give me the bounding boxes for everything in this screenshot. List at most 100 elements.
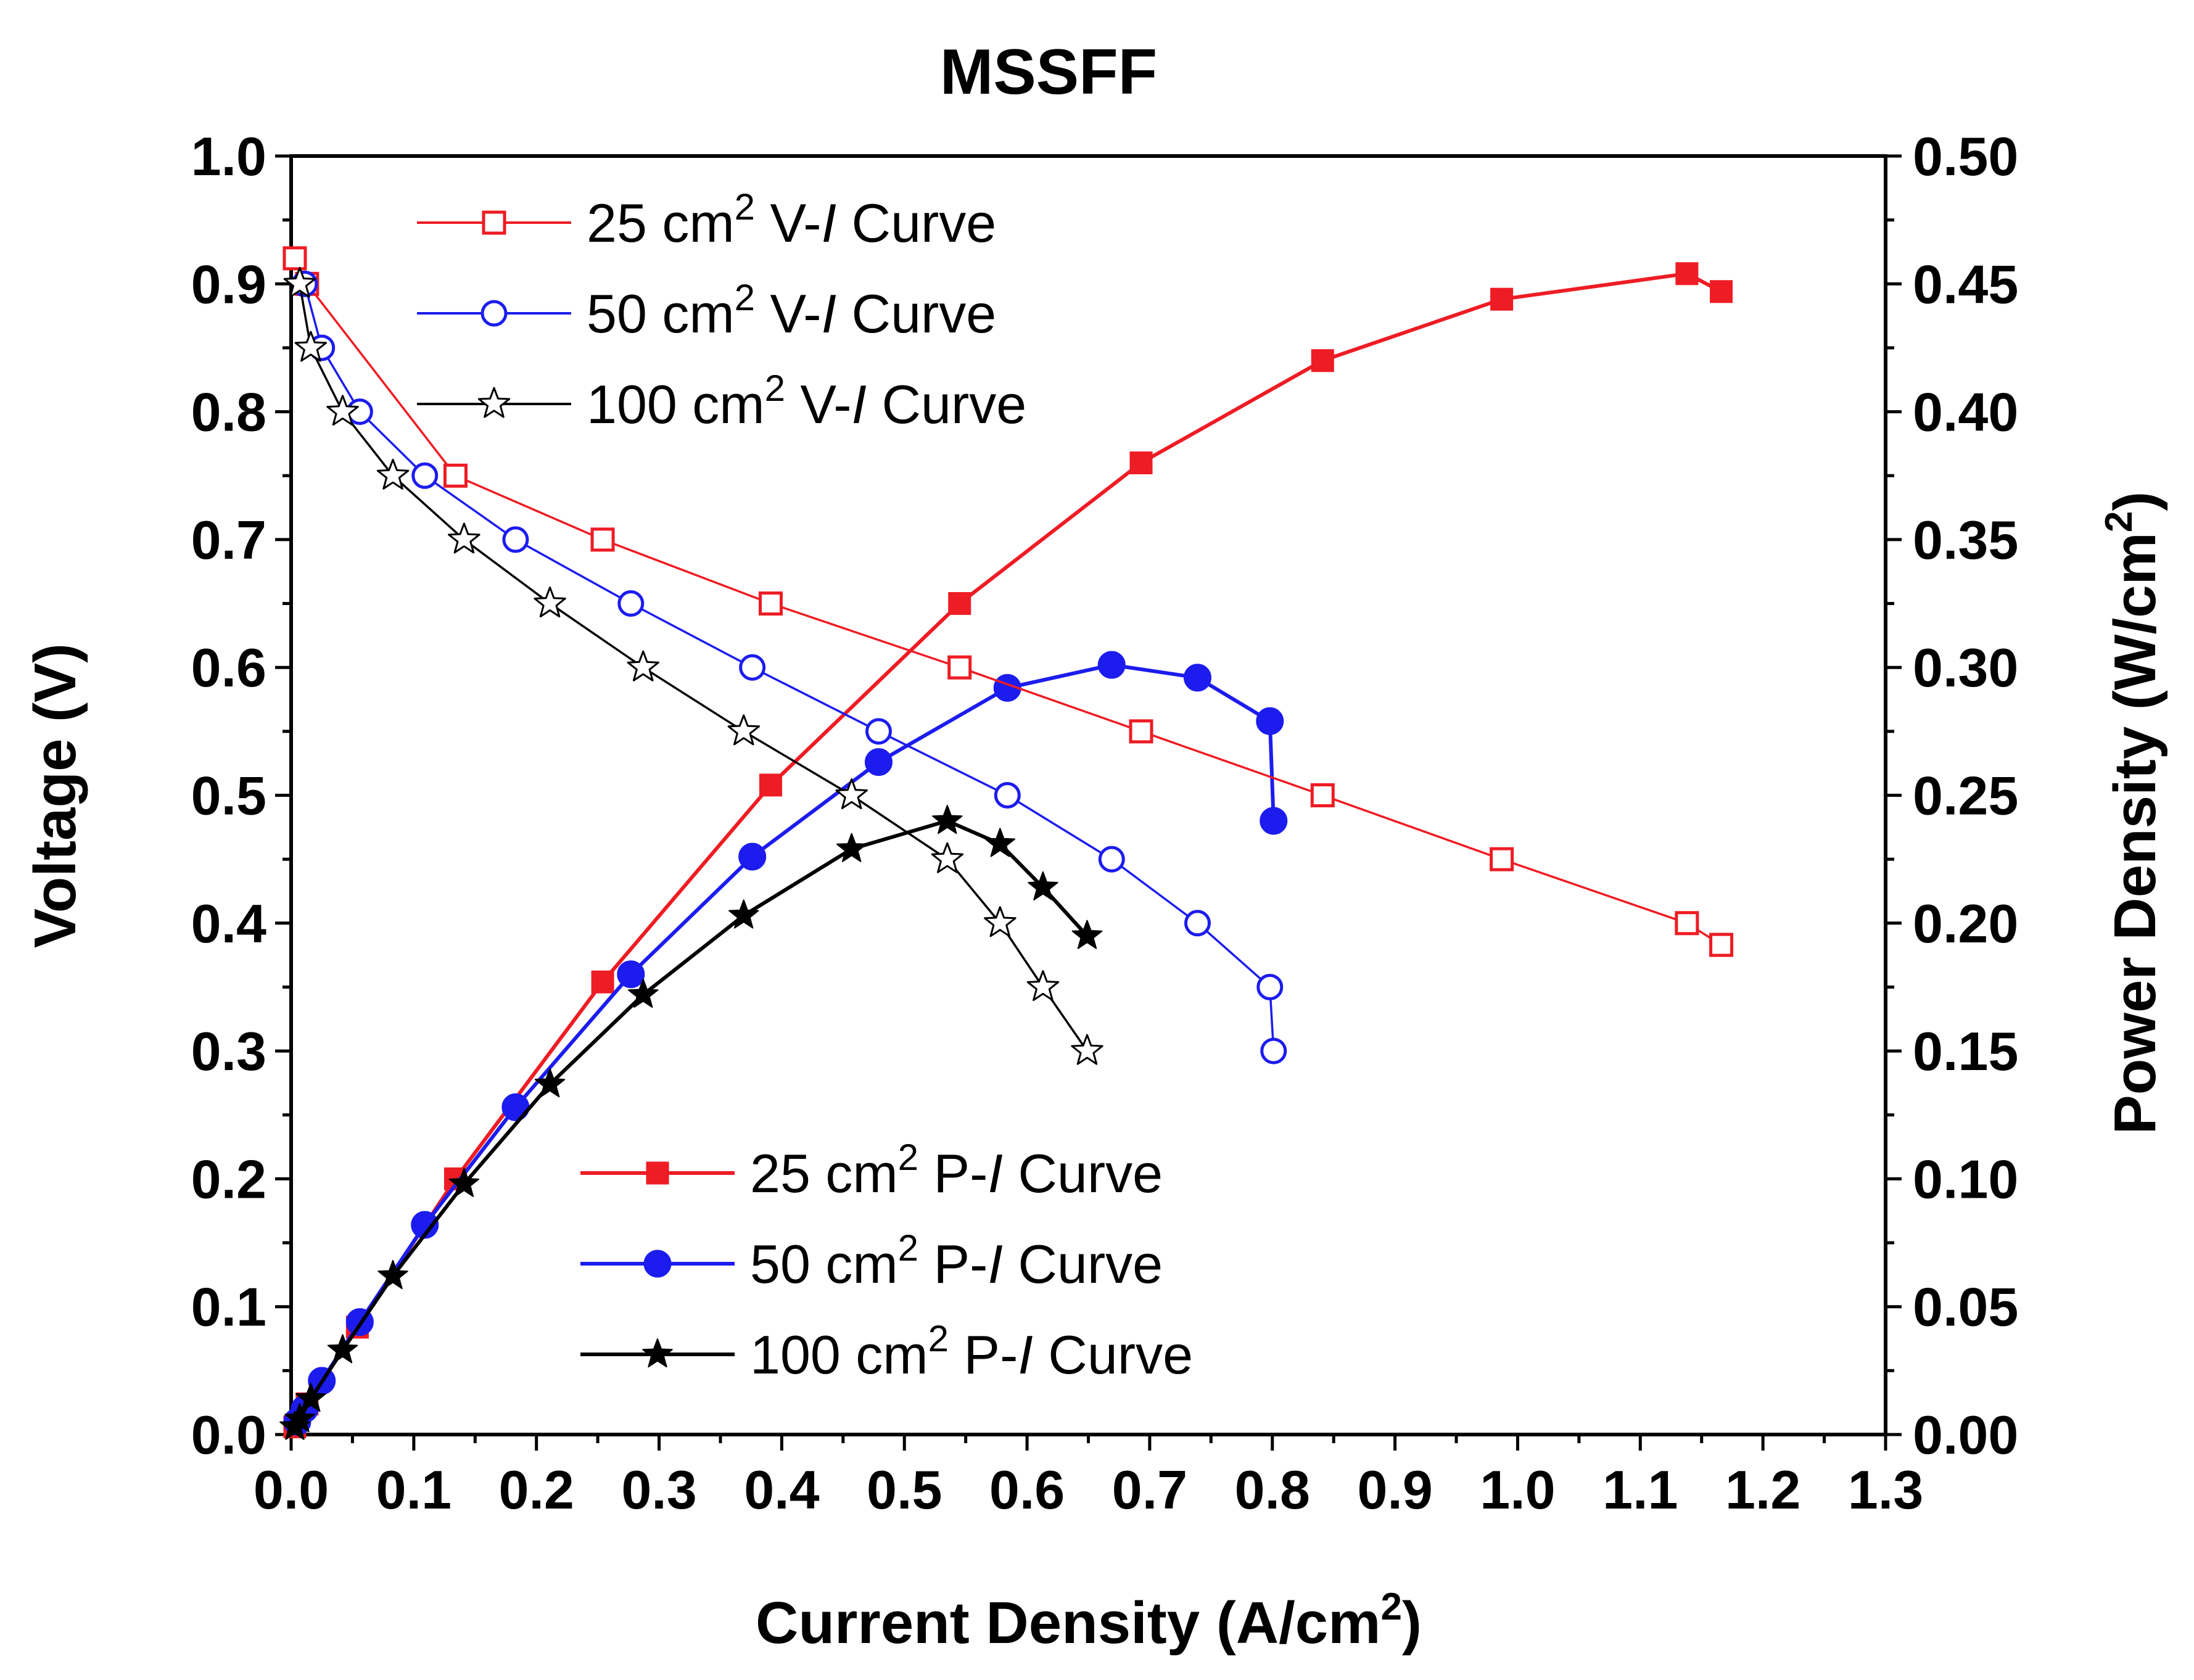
- data-point: [727, 714, 760, 746]
- y-right-tick-label: 0.00: [1913, 1404, 2018, 1465]
- data-point: [617, 590, 645, 617]
- legend-entry: 50 cm2 P-I Curve: [580, 1227, 1163, 1295]
- data-point: [864, 748, 893, 776]
- data-point: [1490, 847, 1514, 871]
- legend-text-part: Curve: [867, 374, 1026, 435]
- y-right-tick-label: 0.35: [1913, 509, 2018, 570]
- data-point: [1256, 707, 1284, 735]
- legend-marker: [643, 1250, 672, 1278]
- data-point: [835, 778, 868, 809]
- y-right-tick-label: 0.30: [1913, 637, 2018, 698]
- y-left-tick-label: 1.0: [191, 126, 266, 187]
- x-axis-label-sup: 2: [1381, 1586, 1402, 1628]
- legend-italic: I: [988, 1143, 1002, 1204]
- data-point: [994, 782, 1021, 809]
- x-tick-label: 0.0: [254, 1459, 329, 1520]
- data-point: [617, 960, 645, 989]
- y-right-tick-label: 0.20: [1913, 893, 2018, 954]
- legend-superscript: 2: [898, 1227, 918, 1269]
- data-point: [282, 246, 307, 271]
- data-point: [1098, 846, 1125, 873]
- series-3: [283, 266, 1103, 1065]
- legend-pi: 25 cm2 P-I Curve 50 cm2 P-I Curve 100 cm2 …: [580, 1137, 1193, 1385]
- legend-text-part: Curve: [1003, 1143, 1163, 1204]
- data-point: [738, 842, 767, 871]
- x-axis-label-tail: ): [1402, 1590, 1422, 1656]
- legend-text-part: 50 cm: [750, 1233, 898, 1295]
- data-point: [947, 655, 972, 680]
- legend-superscript: 2: [735, 277, 755, 318]
- data-point: [502, 526, 529, 553]
- legend-italic: I: [822, 283, 836, 344]
- y-left-tick-label: 0.7: [191, 509, 266, 570]
- legend-text-part: Curve: [1033, 1324, 1193, 1385]
- data-point: [932, 805, 963, 834]
- x-tick-label: 0.5: [867, 1459, 942, 1520]
- legend-text-part: Curve: [836, 283, 996, 344]
- data-point: [376, 458, 410, 490]
- legend-marker: [477, 387, 511, 418]
- y-left-tick-label: 0.1: [191, 1277, 266, 1338]
- data-point: [377, 1259, 408, 1290]
- data-point: [1184, 910, 1211, 937]
- data-point: [627, 650, 659, 681]
- data-point: [627, 978, 659, 1008]
- y-right-tick-label: 0.40: [1913, 382, 2018, 443]
- data-point: [836, 833, 867, 862]
- legend-marker: [642, 1338, 673, 1368]
- legend-text-part: 100 cm: [587, 374, 765, 435]
- x-axis-label: Current Density (A/cm2): [756, 1586, 1422, 1656]
- series-1: [282, 246, 1734, 957]
- data-point: [1129, 451, 1153, 475]
- data-point: [534, 587, 566, 618]
- legend-text-part: V-: [785, 374, 852, 435]
- data-point: [728, 899, 759, 929]
- data-point: [984, 906, 1017, 937]
- data-point: [1709, 933, 1734, 957]
- data-point: [411, 462, 439, 489]
- data-point: [294, 331, 327, 362]
- x-tick-label: 1.2: [1725, 1459, 1800, 1520]
- legend-entry: 50 cm2 V-I Curve: [417, 277, 996, 344]
- legend-label: 50 cm2 V-I Curve: [587, 277, 996, 344]
- data-point: [295, 1383, 326, 1412]
- data-point: [1675, 911, 1699, 936]
- y-left-tick-label: 0.4: [191, 893, 266, 954]
- legend-label: 100 cm2 P-I Curve: [750, 1318, 1193, 1385]
- data-point: [411, 1211, 439, 1239]
- data-point: [284, 1403, 315, 1433]
- legend-text-part: P-: [918, 1143, 988, 1204]
- data-point: [1129, 719, 1153, 744]
- legend-text-part: V-: [755, 192, 822, 253]
- data-point: [448, 522, 480, 554]
- y-axis-left-label: Voltage (V): [22, 643, 88, 948]
- legend-label: 50 cm2 P-I Curve: [750, 1227, 1163, 1295]
- y-left-tick-label: 0.2: [191, 1148, 266, 1209]
- series-6: [279, 805, 1103, 1440]
- legend-superscript: 2: [898, 1137, 918, 1178]
- legend-text-part: V-: [755, 283, 822, 344]
- x-tick-label: 0.2: [499, 1459, 574, 1520]
- legend-marker: [482, 210, 506, 235]
- x-tick-label: 1.1: [1602, 1459, 1678, 1520]
- x-tick-label: 0.7: [1112, 1459, 1187, 1520]
- data-point: [739, 654, 766, 681]
- data-point: [326, 395, 359, 426]
- legend-marker: [646, 1161, 669, 1185]
- y-left-tick-label: 0.5: [191, 765, 266, 826]
- data-point: [1097, 651, 1126, 679]
- data-point: [534, 1068, 566, 1098]
- y-right-tick-label: 0.25: [1913, 765, 2018, 826]
- data-point: [283, 266, 316, 298]
- legend-text-part: 25 cm: [750, 1143, 898, 1204]
- data-point: [948, 592, 971, 616]
- axis-ticks: 0.0 0.1 0.2 0.3 0.4 0.5 0.6 0.7 0.8 0.9 1.0 1.1 1.2 1…: [191, 126, 2019, 1520]
- x-tick-label: 1.0: [1480, 1459, 1555, 1520]
- y-axis-right-label-main: Power Density (W/cm: [2102, 532, 2168, 1134]
- chart-title: MSSFF: [940, 36, 1157, 108]
- data-point: [1710, 280, 1733, 303]
- legend-text-part: 100 cm: [750, 1324, 928, 1385]
